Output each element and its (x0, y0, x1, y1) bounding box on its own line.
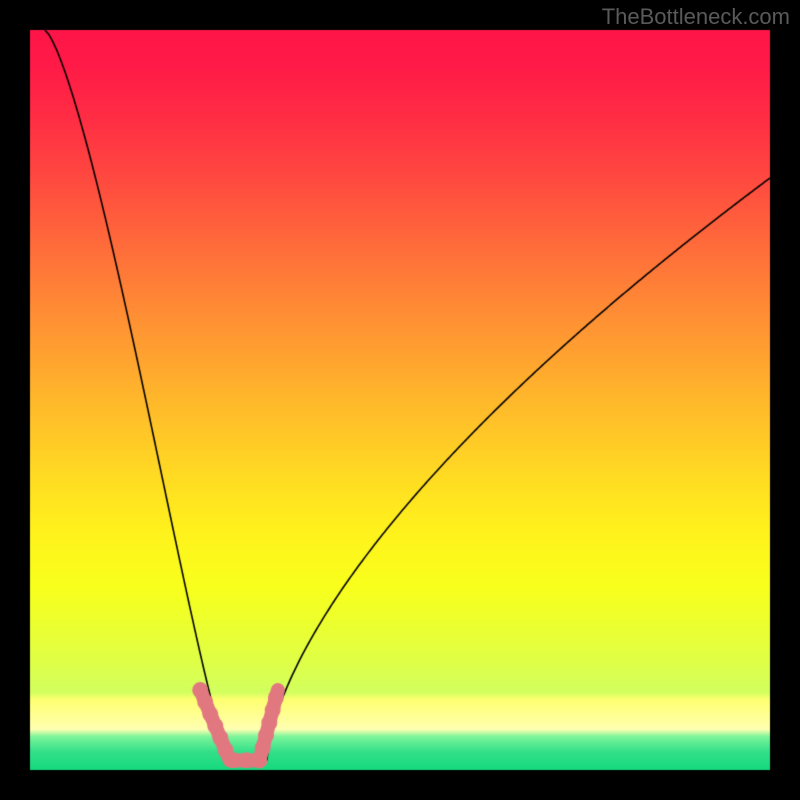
watermark-text: TheBottleneck.com (602, 4, 790, 30)
bottleneck-curve (0, 0, 800, 800)
chart-container: TheBottleneck.com (0, 0, 800, 800)
